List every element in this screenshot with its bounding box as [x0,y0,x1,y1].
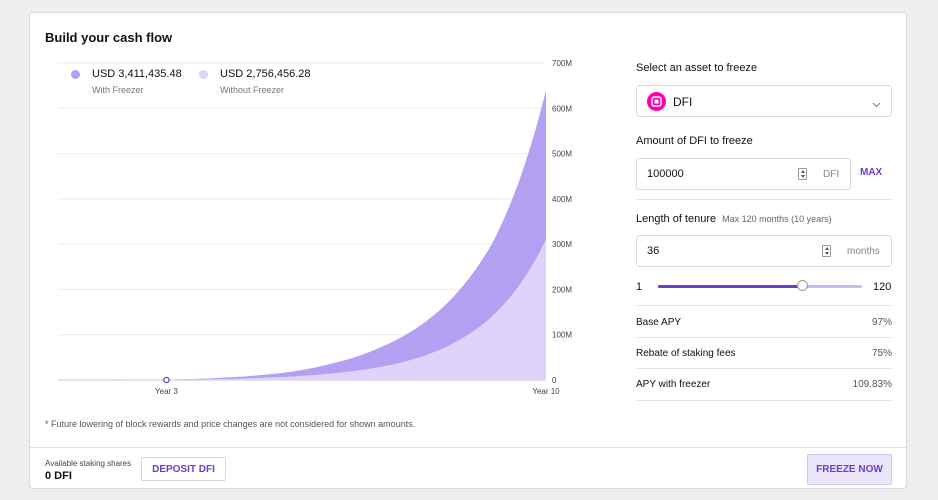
amount-value: 100000 [647,168,684,180]
stat-label: Rebate of staking fees [636,348,736,359]
asset-select[interactable]: DFI [636,85,892,117]
divider [636,337,892,338]
asset-name: DFI [673,95,693,109]
card-title: Build your cash flow [45,30,173,45]
divider [636,368,892,369]
legend-without-value: USD 2,756,456.28 [220,68,311,80]
y-tick-label: 700M [552,59,572,68]
stat-label: Base APY [636,317,682,328]
year-marker [163,376,170,384]
tenure-input[interactable]: 36 months [636,235,892,267]
asset-label: Select an asset to freeze [636,62,758,74]
tenure-label: Length of tenure Max 120 months (10 years… [636,213,832,225]
stat-rebate: Rebate of staking fees 75% [636,338,892,368]
tenure-hint: Max 120 months (10 years) [722,214,832,224]
max-button[interactable]: MAX [860,167,883,178]
tenure-stepper-icon[interactable] [822,245,831,257]
stat-label: APY with freezer [636,379,711,390]
stat-apy-with-freezer: APY with freezer 109.83% [636,369,892,399]
stat-value: 97% [871,317,892,328]
freeze-now-button[interactable]: FREEZE NOW [807,454,892,485]
tenure-slider[interactable] [658,280,862,291]
amount-input[interactable]: 100000 DFI [636,158,851,190]
y-tick-label: 500M [552,150,572,159]
cash-flow-chart: 700M 600M 500M 400M 300M 200M 100M 0 Year 3 Year … [58,59,572,396]
slider-thumb[interactable] [797,280,809,291]
chart-footnote: * Future lowering of block rewards and p… [45,419,416,429]
available-shares-label: Available staking shares [45,459,132,468]
x-tick-label: Year 10 [532,387,560,396]
y-tick-label: 300M [552,240,572,249]
card-footer: Available staking shares 0 DFI DEPOSIT D… [30,447,906,488]
slider-max-label: 120 [873,281,892,293]
y-tick-label: 600M [552,104,572,113]
series-without-freezer-area [58,239,546,380]
legend-with-dot [71,70,80,79]
tenure-unit: months [847,246,880,257]
amount-label: Amount of DFI to freeze [636,135,753,147]
tenure-value: 36 [647,245,660,257]
available-shares-value: 0 DFI [45,470,72,482]
slider-min-label: 1 [636,281,643,293]
legend-with-label: With Freezer [92,85,144,95]
slider-fill [658,285,803,288]
y-tick-label: 0 [552,376,557,385]
chevron-down-icon [872,96,881,114]
cash-flow-card: Build your cash flow 700M 600M 500M 400M 300… [29,12,907,489]
divider [636,400,892,401]
legend-with-value: USD 3,411,435.48 [92,68,182,80]
amount-unit: DFI [823,169,840,180]
amount-stepper-icon[interactable] [798,168,807,180]
deposit-dfi-button[interactable]: DEPOSIT DFI [141,457,226,481]
legend-without-label: Without Freezer [220,85,285,95]
defichain-logo-icon [647,92,666,111]
y-tick-label: 100M [552,331,572,340]
stat-value: 109.83% [852,379,892,390]
divider [636,199,892,200]
x-tick-label: Year 3 [155,387,178,396]
divider [636,305,892,306]
stat-base-apy: Base APY 97% [636,307,892,337]
y-tick-label: 200M [552,285,572,294]
y-tick-label: 400M [552,195,572,204]
stat-value: 75% [871,348,892,359]
tenure-label-text: Length of tenure [636,213,717,225]
legend-without-dot [199,70,208,79]
